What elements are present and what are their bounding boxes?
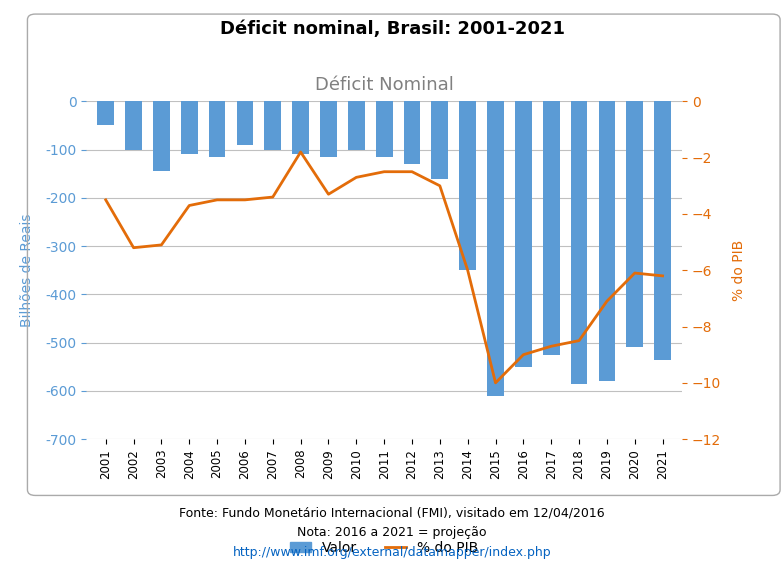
Bar — [181, 101, 198, 154]
Legend: Valor, % do PIB: Valor, % do PIB — [285, 535, 484, 561]
Bar — [209, 101, 226, 157]
Bar — [237, 101, 253, 145]
Bar — [515, 101, 532, 367]
Bar — [571, 101, 587, 383]
Bar — [626, 101, 643, 347]
Title: Déficit Nominal: Déficit Nominal — [314, 76, 454, 94]
Text: Fonte: Fundo Monetário Internacional (FMI), visitado em 12/04/2016: Fonte: Fundo Monetário Internacional (FM… — [180, 507, 604, 520]
Bar — [654, 101, 671, 360]
Bar — [376, 101, 393, 157]
Bar — [543, 101, 560, 355]
Bar — [292, 101, 309, 154]
Text: http://www.imf.org/external/datamapper/index.php: http://www.imf.org/external/datamapper/i… — [233, 546, 551, 559]
Bar — [598, 101, 615, 381]
Bar — [431, 101, 448, 178]
Bar — [264, 101, 281, 150]
Bar — [487, 101, 504, 396]
Bar — [320, 101, 337, 157]
Bar — [153, 101, 170, 171]
Bar — [459, 101, 476, 270]
Bar — [404, 101, 420, 164]
Text: Nota: 2016 a 2021 = projeção: Nota: 2016 a 2021 = projeção — [297, 526, 487, 539]
Bar — [97, 101, 114, 126]
Y-axis label: Bilhões de Reais: Bilhões de Reais — [20, 213, 34, 327]
Bar — [348, 101, 365, 150]
Text: Déficit nominal, Brasil: 2001-2021: Déficit nominal, Brasil: 2001-2021 — [220, 20, 564, 38]
Bar — [125, 101, 142, 150]
Y-axis label: % do PIB: % do PIB — [732, 240, 746, 301]
